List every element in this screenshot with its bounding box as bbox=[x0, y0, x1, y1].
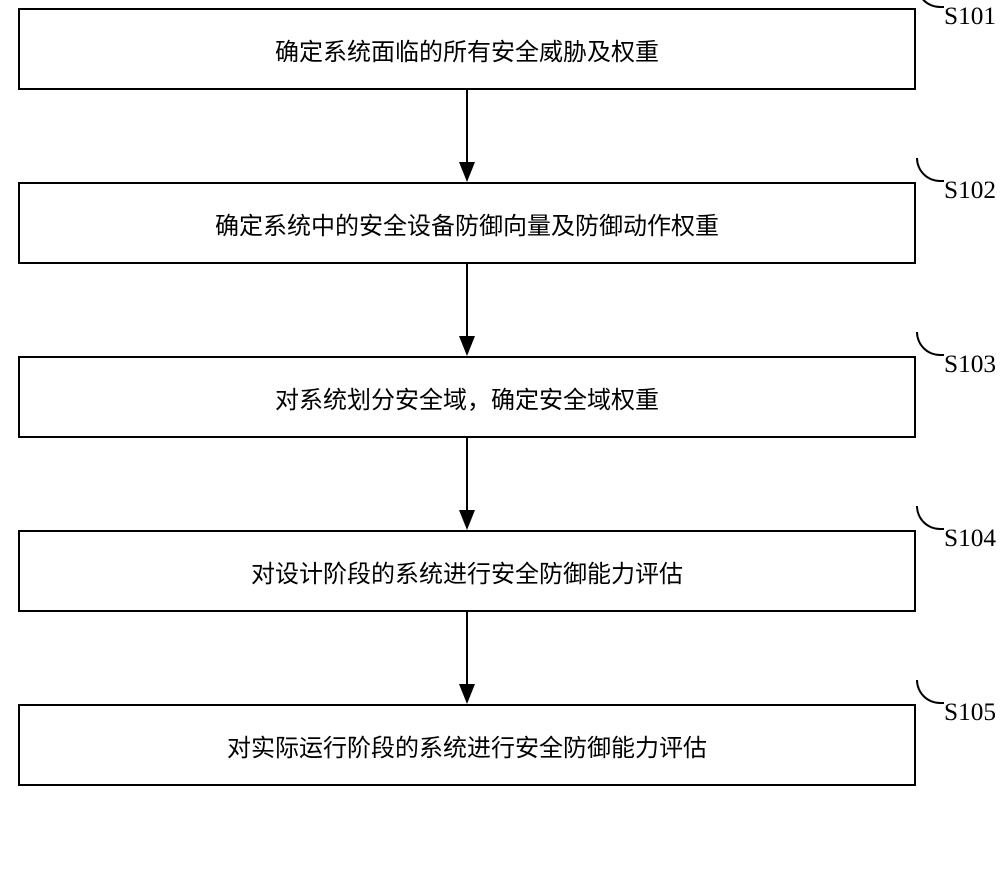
flowchart-arrow-line bbox=[466, 264, 468, 336]
flowchart-node-text: 确定系统中的安全设备防御向量及防御动作权重 bbox=[215, 206, 719, 241]
step-label-connector bbox=[916, 158, 944, 182]
flowchart-node-text: 确定系统面临的所有安全威胁及权重 bbox=[275, 32, 659, 67]
flowchart-arrow-head bbox=[459, 336, 475, 356]
step-label: S101 bbox=[944, 2, 996, 31]
step-label-connector bbox=[916, 332, 944, 356]
flowchart-node: 对系统划分安全域，确定安全域权重 bbox=[18, 356, 916, 438]
step-label: S103 bbox=[944, 350, 996, 379]
step-label-connector bbox=[916, 0, 944, 8]
flowchart-arrow-head bbox=[459, 510, 475, 530]
step-label: S104 bbox=[944, 524, 996, 553]
flowchart-node: 对设计阶段的系统进行安全防御能力评估 bbox=[18, 530, 916, 612]
flowchart-node-text: 对系统划分安全域，确定安全域权重 bbox=[275, 380, 659, 415]
step-label-connector bbox=[916, 506, 944, 530]
flowchart-node: 对实际运行阶段的系统进行安全防御能力评估 bbox=[18, 704, 916, 786]
flowchart-node: 确定系统中的安全设备防御向量及防御动作权重 bbox=[18, 182, 916, 264]
step-label: S102 bbox=[944, 176, 996, 205]
flowchart-arrow-line bbox=[466, 438, 468, 510]
flowchart-node: 确定系统面临的所有安全威胁及权重 bbox=[18, 8, 916, 90]
step-label-connector bbox=[916, 680, 944, 704]
flowchart-node-text: 对设计阶段的系统进行安全防御能力评估 bbox=[251, 554, 683, 589]
flowchart-arrow-head bbox=[459, 162, 475, 182]
flowchart-arrow-line bbox=[466, 612, 468, 684]
flowchart-arrow-head bbox=[459, 684, 475, 704]
flowchart-node-text: 对实际运行阶段的系统进行安全防御能力评估 bbox=[227, 728, 707, 763]
step-label: S105 bbox=[944, 698, 996, 727]
flowchart-arrow-line bbox=[466, 90, 468, 162]
